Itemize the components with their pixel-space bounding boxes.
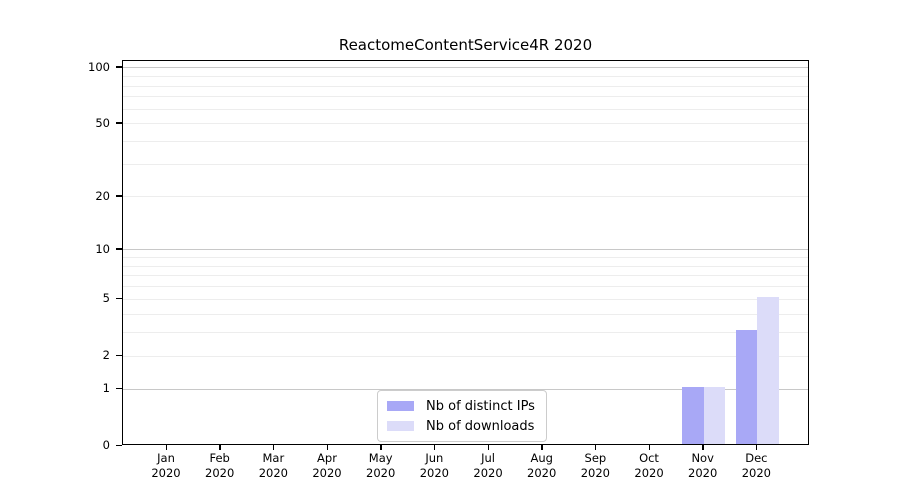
x-tick-label-year: 2020	[473, 466, 503, 480]
y-axis-tick-label: 2	[102, 348, 110, 363]
gridline-minor	[123, 141, 808, 143]
x-tick-label-year: 2020	[634, 466, 664, 480]
gridline-minor	[123, 331, 808, 333]
gridline-minor	[123, 196, 808, 198]
legend-swatch	[387, 401, 414, 411]
gridline-minor	[123, 123, 808, 125]
x-tick-label-month: Oct	[639, 451, 659, 465]
x-tick-label-month: Jan	[157, 451, 175, 465]
bar-distinct-ips	[735, 330, 758, 444]
x-axis-tick	[272, 445, 275, 450]
y-axis-tick-label: 5	[102, 291, 110, 306]
y-axis-tick-label: 50	[95, 115, 110, 130]
x-tick-label-year: 2020	[741, 466, 771, 480]
chart-title: ReactomeContentService4R 2020	[338, 36, 593, 54]
legend-label: Nb of distinct IPs	[426, 398, 535, 414]
x-axis-tick-label: May 2020	[351, 451, 411, 481]
legend-swatch	[387, 421, 414, 431]
legend-entry: Nb of distinct IPs	[387, 396, 537, 416]
gridline-minor	[123, 313, 808, 315]
x-tick-label-month: Apr	[317, 451, 337, 465]
y-axis-tick	[116, 248, 122, 250]
x-axis-tick	[219, 445, 221, 450]
x-tick-label-year: 2020	[580, 466, 610, 480]
x-tick-label-month: Mar	[262, 451, 285, 465]
x-axis-tick	[433, 445, 436, 450]
x-tick-label-year: 2020	[151, 466, 181, 480]
gridline-minor	[123, 286, 808, 288]
x-axis-tick-label: Oct 2020	[619, 451, 679, 481]
x-tick-label-month: Feb	[209, 451, 230, 465]
y-axis-tick-label: 0	[102, 438, 110, 452]
y-axis-tick-label: 1	[102, 381, 110, 396]
x-axis-tick-label: Feb 2020	[190, 451, 250, 481]
x-tick-label-month: Jul	[481, 451, 495, 465]
x-axis-tick-label: Dec 2020	[726, 451, 786, 481]
gridline-minor	[123, 108, 808, 110]
gridline-minor	[123, 355, 808, 357]
x-axis-tick	[487, 445, 490, 450]
y-axis-tick	[116, 297, 122, 300]
x-axis-tick-label: Jun 2020	[404, 451, 464, 481]
plot-area	[122, 60, 809, 445]
x-axis-tick	[702, 445, 704, 450]
x-axis-tick	[541, 445, 543, 450]
x-axis-tick-label: Jan 2020	[136, 451, 196, 481]
gridline-minor	[123, 76, 808, 78]
bar-downloads	[703, 387, 726, 444]
gridline-major	[123, 249, 808, 251]
x-axis-tick	[594, 445, 597, 450]
x-tick-label-year: 2020	[258, 466, 288, 480]
bars-layer	[123, 61, 808, 444]
gridline-minor	[123, 96, 808, 98]
x-tick-label-month: Nov	[691, 451, 714, 465]
x-tick-label-month: Dec	[745, 451, 768, 465]
gridline-minor	[123, 265, 808, 267]
legend: Nb of distinct IPs Nb of downloads	[377, 390, 547, 442]
x-axis-tick	[380, 445, 382, 450]
x-tick-label-month: Aug	[530, 451, 553, 465]
x-axis-tick	[755, 445, 758, 450]
x-tick-label-year: 2020	[527, 466, 557, 480]
x-tick-label-year: 2020	[366, 466, 396, 480]
x-axis-tick	[326, 445, 328, 450]
gridline-minor	[123, 298, 808, 300]
gridline-major	[123, 388, 808, 390]
gridline-major	[123, 67, 808, 69]
x-axis-tick	[648, 445, 651, 450]
x-axis-tick-label: Jul 2020	[458, 451, 518, 481]
y-axis-tick	[116, 195, 122, 197]
x-tick-label-year: 2020	[205, 466, 235, 480]
y-axis-tick	[116, 444, 122, 446]
gridline-layer	[123, 61, 808, 444]
gridline-minor	[123, 164, 808, 166]
x-tick-label-year: 2020	[312, 466, 342, 480]
bar-downloads	[757, 297, 779, 444]
x-tick-label-year: 2020	[688, 466, 718, 480]
y-axis-tick	[116, 387, 122, 390]
legend-entry: Nb of downloads	[387, 416, 537, 436]
y-axis-tick-label: 10	[95, 241, 110, 256]
bar-distinct-ips	[682, 387, 704, 444]
gridline-minor	[123, 256, 808, 258]
x-axis-tick-label: Nov 2020	[673, 451, 733, 481]
x-axis-tick-label: Aug 2020	[512, 451, 572, 481]
legend-label: Nb of downloads	[426, 418, 535, 434]
gridline-minor	[123, 275, 808, 277]
y-axis-tick	[116, 66, 122, 68]
x-tick-label-month: Sep	[584, 451, 607, 465]
x-axis-tick-label: Mar 2020	[243, 451, 303, 481]
x-axis-tick	[165, 445, 167, 450]
y-axis-tick	[116, 122, 122, 124]
y-axis-tick-label: 100	[88, 59, 110, 74]
x-tick-label-year: 2020	[419, 466, 449, 480]
x-axis-tick-label: Sep 2020	[565, 451, 625, 481]
y-axis-tick	[116, 354, 122, 357]
x-axis-tick-label: Apr 2020	[297, 451, 357, 481]
gridline-minor	[123, 85, 808, 87]
x-tick-label-month: Jun	[425, 451, 444, 465]
y-axis-tick-label: 20	[95, 188, 110, 203]
x-tick-label-month: May	[368, 451, 393, 465]
